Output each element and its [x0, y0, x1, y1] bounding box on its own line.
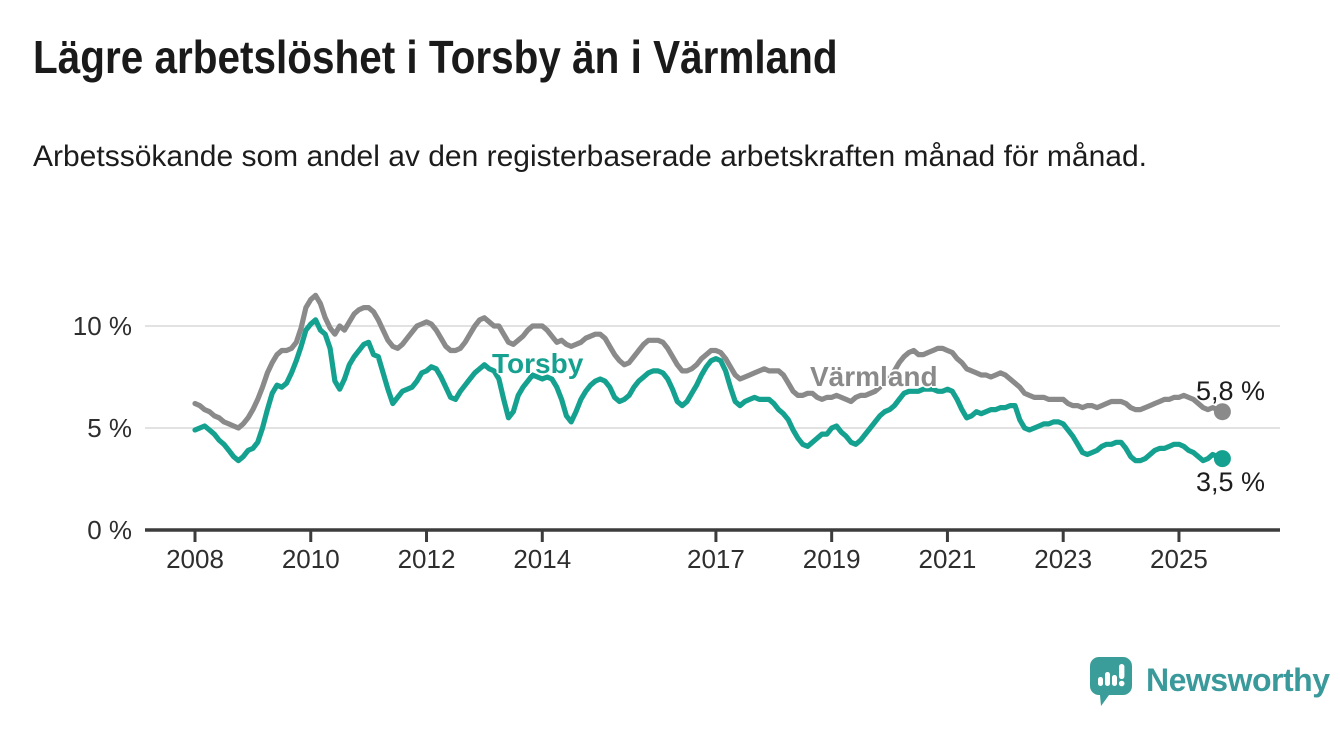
- y-tick-label-5: 5 %: [87, 413, 132, 443]
- newsworthy-speech-bubble-icon: [1090, 657, 1132, 706]
- torsby-end-dot: [1213, 450, 1231, 468]
- end-value-label-varmland: 5,8 %: [1196, 376, 1266, 406]
- varmland-end-dot: [1213, 403, 1231, 421]
- torsby-line: [192, 317, 1225, 464]
- x-tick-label-2019: 2019: [803, 544, 861, 574]
- newsworthy-wordmark: Newsworthy: [1146, 662, 1330, 698]
- chart-title: Lägre arbetslöshet i Torsby än i Värmlan…: [33, 31, 838, 83]
- x-tick-label-2017: 2017: [687, 544, 745, 574]
- chart-subtitle: Arbetssökande som andel av den registerb…: [33, 140, 1147, 173]
- series-label-varmland: Värmland: [810, 361, 938, 392]
- x-tick-label-2014: 2014: [513, 544, 571, 574]
- x-tick-label-2012: 2012: [398, 544, 456, 574]
- x-tick-label-2008: 2008: [166, 544, 224, 574]
- x-tick-label-2023: 2023: [1034, 544, 1092, 574]
- x-tick-label-2025: 2025: [1150, 544, 1208, 574]
- y-tick-label-10: 10 %: [73, 311, 132, 341]
- y-tick-label-0: 0 %: [87, 515, 132, 545]
- x-tick-label-2021: 2021: [919, 544, 977, 574]
- end-value-label-torsby: 3,5 %: [1196, 467, 1266, 497]
- x-tick-label-2010: 2010: [282, 544, 340, 574]
- newsworthy-logo: Newsworthy: [1090, 657, 1330, 707]
- varmland-line: [192, 292, 1225, 431]
- series-label-torsby: Torsby: [492, 348, 584, 379]
